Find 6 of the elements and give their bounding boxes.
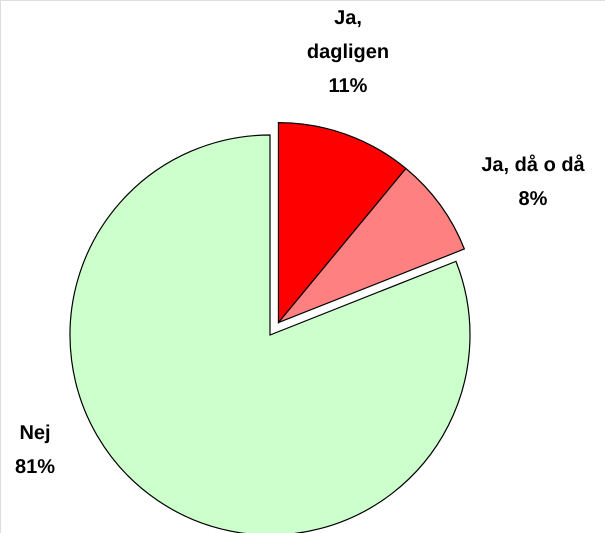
slice-label: Nej <box>19 422 51 444</box>
data-label: 11% <box>328 75 368 97</box>
slice-label: Ja, då o då <box>481 154 586 176</box>
data-label: 81% <box>14 456 56 478</box>
slice-label: Ja, dagligen <box>306 7 390 63</box>
data-label: 8% <box>518 188 548 210</box>
